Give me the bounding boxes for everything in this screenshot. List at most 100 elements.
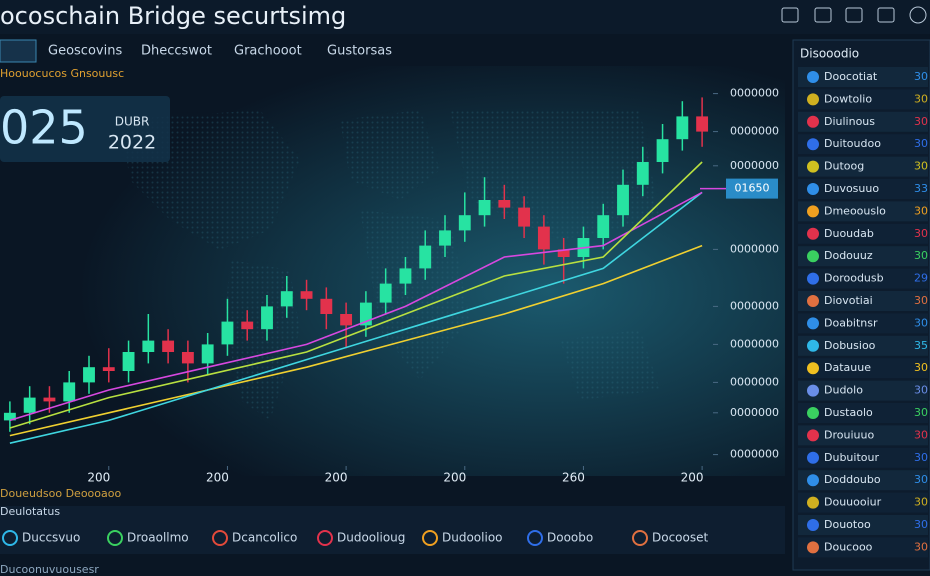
sidebar-name: Diovotiai	[824, 294, 873, 307]
sidebar-icon	[807, 227, 819, 240]
sidebar-value: 30	[914, 227, 928, 240]
y-tick-label: 0000000	[730, 299, 779, 312]
icon-button[interactable]	[781, 7, 799, 23]
x-tick-label: 200	[443, 471, 466, 485]
legend-entry[interactable]: Dooobo	[547, 531, 593, 545]
candle-body	[122, 352, 135, 371]
sidebar-icon	[807, 317, 819, 330]
sidebar-value: 29	[914, 272, 928, 285]
sidebar-row[interactable]	[798, 537, 928, 558]
candle-body	[537, 226, 550, 250]
sidebar-value: 30	[914, 384, 928, 397]
status-text: Ducoonuvuousesr	[0, 563, 99, 576]
legend-icon	[632, 530, 648, 546]
tab[interactable]: Dheccswot	[141, 44, 212, 59]
legend-entry[interactable]: Dcancolico	[232, 531, 297, 545]
candle-body	[636, 162, 649, 185]
sidebar-value: 30	[914, 294, 928, 307]
sidebar-icon	[807, 451, 819, 464]
sidebar-name: Doroodusb	[824, 272, 884, 285]
sidebar-icon	[807, 183, 819, 195]
icon-button[interactable]	[845, 7, 863, 23]
legend-entry[interactable]: Docooset	[652, 531, 708, 545]
sidebar-value: 30	[914, 92, 928, 105]
active-tab[interactable]	[0, 39, 37, 63]
sidebar-name: Dudolo	[824, 384, 863, 397]
sidebar-row[interactable]	[798, 380, 928, 401]
sidebar-value: 30	[914, 316, 928, 329]
y-tick-label: 0000000	[730, 406, 779, 419]
tab[interactable]: Gustorsas	[327, 44, 392, 59]
sidebar-row[interactable]	[798, 246, 928, 267]
legend-entry[interactable]: Dudoolioo	[442, 531, 503, 545]
page-title: ocoschain Bridge securtsimg	[0, 2, 346, 30]
sidebar-icon	[807, 519, 819, 531]
candle-body	[518, 207, 531, 227]
legend-entry[interactable]: Droaollmo	[127, 531, 189, 545]
sidebar-value: 30	[914, 160, 928, 173]
tab[interactable]: Geoscovins	[48, 44, 122, 59]
sidebar-icon	[807, 93, 819, 106]
sidebar-row[interactable]	[798, 223, 928, 244]
candle-body	[557, 249, 570, 257]
legend-icon	[527, 530, 543, 546]
sidebar-row[interactable]	[798, 403, 928, 423]
sidebar-icon	[807, 362, 819, 375]
sidebar-value: 35	[914, 339, 928, 352]
candle-body	[340, 314, 353, 326]
legend-entry[interactable]: Dudoolioug	[337, 531, 405, 545]
sidebar-name: Duitoudoo	[824, 137, 881, 150]
candle-body	[43, 397, 56, 402]
sidebar-row[interactable]	[798, 313, 928, 334]
sidebar-icon	[807, 272, 819, 285]
moving-average	[9, 244, 703, 437]
sidebar-row[interactable]	[798, 425, 928, 446]
sidebar-row[interactable]	[798, 179, 928, 199]
sidebar-row[interactable]	[798, 358, 928, 379]
sidebar-row[interactable]	[798, 111, 928, 132]
sidebar-row[interactable]	[798, 291, 928, 311]
footer-caption: Doueudsoo Deoooaoo	[0, 487, 121, 500]
sidebar-value: 30	[914, 137, 928, 150]
sidebar-row[interactable]	[798, 335, 928, 356]
sidebar-row[interactable]	[798, 515, 928, 535]
sidebar-value: 30	[914, 115, 928, 128]
sidebar-row[interactable]	[798, 67, 928, 87]
toolbar[interactable]	[781, 6, 927, 24]
sidebar-name: Dowtolio	[824, 92, 872, 105]
sidebar-row[interactable]	[798, 447, 928, 468]
legend-entry[interactable]: Duccsvuo	[22, 531, 80, 545]
candle-body	[419, 245, 432, 269]
candle-body	[221, 321, 234, 345]
sidebar-row[interactable]	[798, 201, 928, 222]
sidebar-value: 33	[914, 182, 928, 195]
sidebar-value: 30	[914, 540, 928, 553]
sidebar-value: 30	[914, 204, 928, 217]
sidebar-row[interactable]	[798, 89, 928, 110]
tab[interactable]: Grachooot	[234, 44, 302, 59]
legend-label: Deulotatus	[0, 505, 60, 518]
sidebar-row[interactable]	[798, 134, 928, 155]
sidebar-name: Drouiuuo	[824, 428, 874, 441]
sidebar-icon	[807, 138, 819, 151]
x-tick-label: 260	[562, 471, 585, 485]
sidebar-name: Dutoog	[824, 160, 864, 173]
y-tick-label: 0000000	[730, 375, 779, 388]
sidebar-icon	[807, 407, 819, 419]
sidebar-icon	[807, 339, 819, 352]
globe-button[interactable]	[909, 6, 927, 24]
x-tick-label: 200	[325, 471, 348, 485]
sidebar-value: 30	[914, 406, 928, 419]
sidebar-row[interactable]	[798, 268, 928, 289]
icon-button[interactable]	[877, 7, 895, 23]
sidebar-name: Doocotiat	[824, 70, 878, 83]
sidebar-row[interactable]	[798, 156, 928, 177]
sidebar-row[interactable]	[798, 492, 928, 513]
candle-body	[261, 306, 273, 330]
legend-icon	[422, 530, 438, 546]
legend-icon	[2, 530, 18, 546]
sidebar-row[interactable]	[798, 470, 928, 491]
icon-button[interactable]	[814, 7, 832, 23]
sidebar-name: Dmeoouslo	[824, 204, 886, 217]
